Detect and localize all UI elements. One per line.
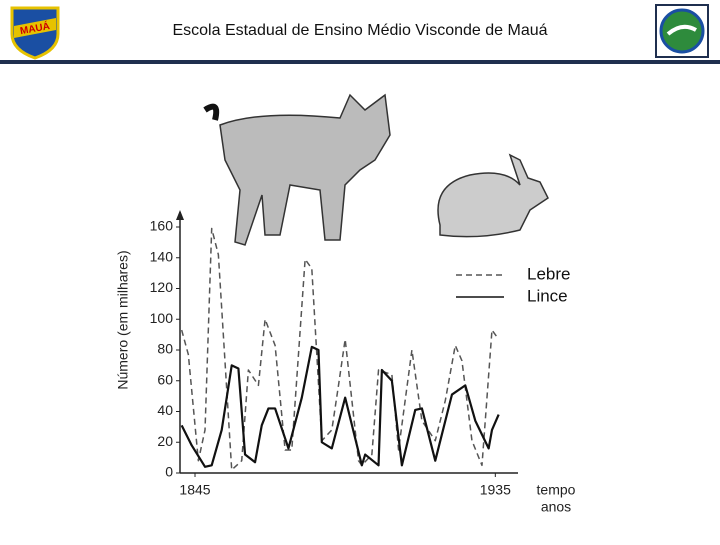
y-tick-label: 60	[157, 371, 173, 387]
y-axis-arrow	[176, 210, 184, 220]
right-logo	[655, 4, 709, 58]
left-logo: MAUÁ	[10, 6, 60, 60]
y-tick-label: 0	[165, 464, 173, 480]
header-rule	[0, 60, 720, 64]
y-tick-label: 160	[150, 218, 174, 234]
series-line	[180, 345, 500, 468]
x-axis-label: anos	[541, 499, 571, 515]
x-axis-label: tempo	[537, 482, 576, 498]
header	[0, 0, 720, 60]
x-tick-label: 1845	[179, 482, 210, 498]
lynx-illustration	[203, 93, 391, 246]
y-tick-label: 100	[150, 310, 174, 326]
hare-illustration	[437, 153, 549, 238]
x-tick-label: 1935	[480, 482, 511, 498]
y-tick-label: 20	[157, 433, 173, 449]
header-title: Escola Estadual de Ensino Médio Visconde…	[172, 22, 547, 39]
y-tick-label: 120	[150, 279, 174, 295]
y-tick-label: 140	[150, 248, 174, 264]
series-line	[180, 227, 500, 471]
legend-label: Lebre	[527, 264, 570, 283]
y-tick-label: 80	[157, 341, 173, 357]
legend-label: Lince	[527, 286, 568, 305]
y-tick-label: 40	[157, 402, 173, 418]
y-axis-label: Número (em milhares)	[115, 250, 131, 389]
